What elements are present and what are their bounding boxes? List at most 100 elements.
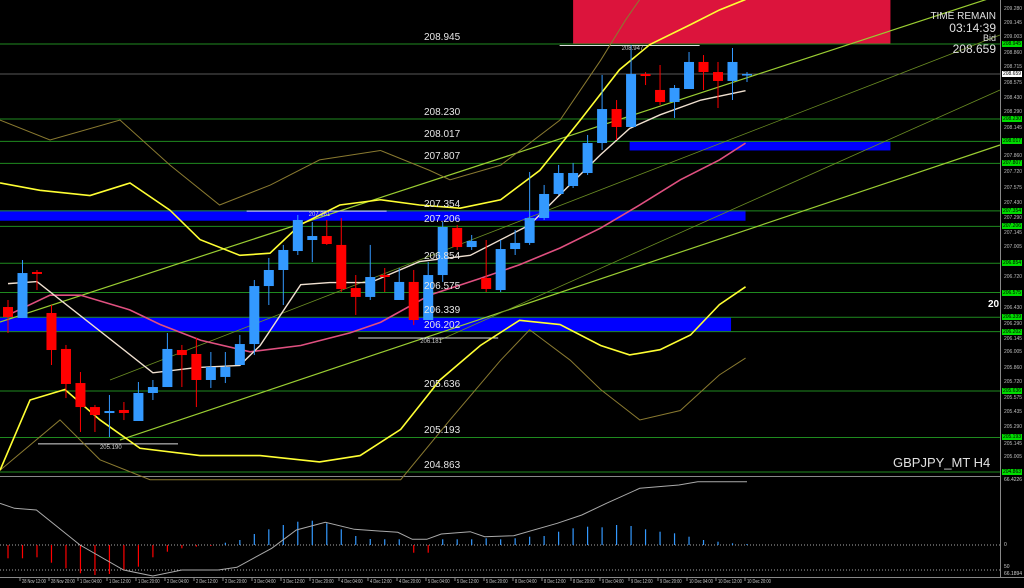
candle-bearish — [75, 383, 86, 408]
time-axis-label: 2 Dec 20:00 — [225, 579, 247, 585]
price-axis-tick: 207.290 — [1004, 214, 1023, 221]
support-resistance-zone — [0, 317, 732, 332]
time-axis-label: 8 Dec 20:00 — [573, 579, 595, 585]
price-axis-tick: 208.860 — [1004, 49, 1023, 56]
price-axis-tick: 208.715 — [1004, 64, 1023, 71]
supply-zone — [573, 0, 891, 44]
level-price-tag: 204.863 — [1002, 469, 1022, 476]
price-axis-tick: 205.435 — [1004, 409, 1023, 416]
candle-bearish — [321, 236, 332, 244]
price-axis-tick: 205.720 — [1004, 379, 1023, 386]
candle-bearish — [3, 307, 13, 317]
candle-bullish — [741, 74, 752, 76]
time-axis-label: 5 Dec 12:00 — [457, 579, 479, 585]
level-label: 206.854 — [424, 251, 461, 263]
candle-bullish — [510, 242, 521, 250]
price-axis-tick: 208.430 — [1004, 95, 1023, 102]
candle-bearish — [31, 271, 42, 274]
trend-channel-line — [0, 0, 987, 323]
level-label: 207.807 — [424, 151, 461, 163]
support-resistance-zone — [629, 141, 891, 151]
price-axis-tick: 206.145 — [1004, 335, 1023, 342]
time-axis-label: 1 Dec 12:00 — [109, 579, 131, 585]
time-axis-label: 3 Dec 04:00 — [254, 579, 276, 585]
time-axis-label: 3 Dec 12:00 — [283, 579, 305, 585]
outer-band-lower — [0, 329, 746, 481]
candle-bullish — [292, 219, 303, 252]
price-axis-tick: 206.290 — [1004, 321, 1023, 328]
level-price-tag: 205.193 — [1002, 434, 1022, 441]
level-label: 206.575 — [424, 280, 461, 292]
time-axis-label: 9 Dec 12:00 — [631, 579, 653, 585]
price-axis-tick: 208.575 — [1004, 79, 1023, 86]
price-axis-tick: 209.280 — [1004, 5, 1023, 12]
candle-bearish — [379, 275, 390, 278]
level-label: 204.863 — [424, 460, 461, 472]
price-axis-tick: 208.145 — [1004, 124, 1023, 131]
candle-bearish — [408, 281, 419, 321]
time-axis-label: 1 Dec 20:00 — [138, 579, 160, 585]
time-axis-label: 2 Dec 04:00 — [167, 579, 189, 585]
candle-bullish — [205, 366, 216, 380]
candle-bullish — [263, 270, 274, 287]
candle-bearish — [191, 353, 202, 380]
candle-bullish — [17, 273, 28, 319]
bid-value: 208.659 — [952, 42, 996, 56]
support-resistance-zone — [0, 210, 746, 221]
candle-bearish — [350, 288, 361, 297]
clipped-price-label: 20 — [988, 299, 1000, 310]
price-axis-tick: 205.860 — [1004, 364, 1023, 371]
candle-bullish — [669, 87, 680, 103]
level-label: 205.636 — [424, 379, 461, 390]
candle-bullish — [162, 348, 173, 388]
candle-bearish — [118, 409, 129, 414]
level-label: 208.230 — [424, 107, 461, 118]
osc-axis-low: 50 — [1004, 564, 1010, 570]
candle-bearish — [698, 61, 709, 73]
level-price-tag: 206.339 — [1002, 314, 1022, 321]
level-price-tag: 206.575 — [1002, 289, 1022, 296]
candle-bullish — [133, 392, 144, 421]
time-remain-value: 03:14:39 — [949, 21, 996, 35]
price-axis-tick: 207.005 — [1004, 244, 1023, 251]
candle-bullish — [365, 277, 376, 297]
osc-axis-top: 66.4226 — [1004, 477, 1023, 483]
current-price-tag: 208.659 — [1002, 71, 1022, 78]
swing-marker-label: 208.947 — [621, 46, 644, 53]
time-axis-label: 3 Dec 20:00 — [312, 579, 334, 585]
time-axis-label: 2 Dec 12:00 — [196, 579, 218, 585]
candle-bullish — [597, 109, 608, 144]
level-label: 208.017 — [424, 129, 461, 141]
candle-bullish — [539, 193, 550, 218]
level-price-tag: 205.636 — [1002, 388, 1022, 394]
level-price-tag: 208.230 — [1002, 116, 1022, 122]
level-price-tag: 207.807 — [1002, 160, 1022, 167]
time-axis-label: 4 Dec 20:00 — [399, 579, 421, 585]
candle-bearish — [481, 277, 492, 289]
candle-bearish — [713, 72, 724, 81]
time-axis-label: 8 Dec 04:00 — [515, 579, 537, 585]
candle-bullish — [684, 61, 695, 90]
candle-bearish — [46, 312, 57, 351]
time-axis-label: 9 Dec 20:00 — [660, 579, 682, 585]
level-label: 208.945 — [424, 32, 461, 44]
level-label: 205.193 — [424, 425, 461, 437]
candle-bullish — [104, 411, 115, 414]
level-label: 206.339 — [424, 305, 461, 317]
price-axis-tick: 205.575 — [1004, 395, 1023, 401]
price-axis-tick: 209.145 — [1004, 20, 1023, 27]
candle-bullish — [278, 249, 289, 271]
time-axis-label: 10 Dec 12:00 — [718, 579, 742, 585]
candle-bullish — [437, 227, 448, 276]
candle-bullish — [249, 286, 260, 345]
time-axis-label: 5 Dec 04:00 — [428, 579, 450, 585]
candle-bullish — [307, 236, 318, 241]
time-axis-label: 28 Nov 20:00 — [51, 579, 75, 585]
candle-bullish — [626, 74, 637, 127]
osc-signal-line — [0, 481, 747, 577]
moving-average-slow — [7, 142, 746, 353]
level-label: 206.202 — [424, 319, 461, 331]
time-axis-label: 10 Dec 04:00 — [689, 579, 713, 585]
level-price-tag: 206.202 — [1002, 328, 1022, 335]
